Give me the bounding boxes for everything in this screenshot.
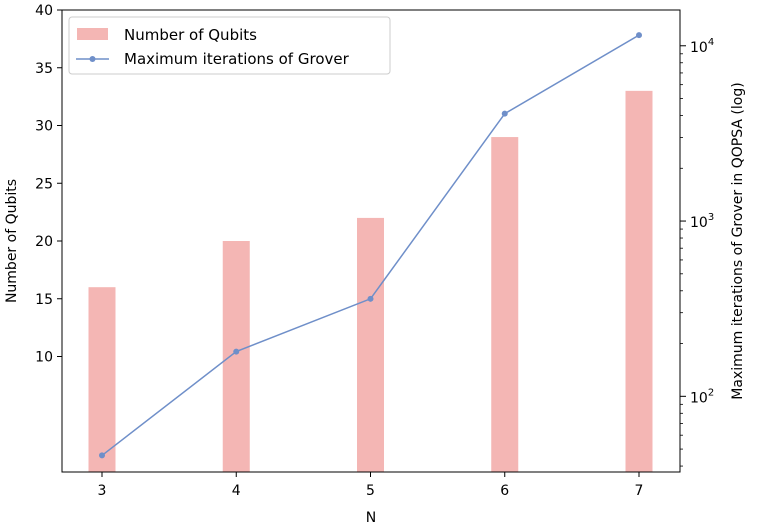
x-axis-label: N bbox=[366, 510, 376, 526]
x-tick-label: 5 bbox=[366, 483, 375, 499]
right-tick-base: 10 bbox=[690, 390, 708, 406]
left-tick-label: 40 bbox=[35, 3, 53, 19]
legend-label-line: Maximum iterations of Grover bbox=[124, 50, 350, 68]
x-tick-label: 7 bbox=[635, 483, 644, 499]
x-tick-label: 4 bbox=[232, 483, 241, 499]
right-tick-label: 104 bbox=[690, 37, 714, 56]
left-tick-label: 25 bbox=[35, 176, 53, 192]
right-tick-exponent: 4 bbox=[708, 37, 714, 48]
x-tick-label: 6 bbox=[500, 483, 509, 499]
bar bbox=[625, 90, 653, 472]
right-tick-base: 10 bbox=[690, 40, 708, 56]
left-axis-label: Number of Qubits bbox=[4, 179, 20, 303]
line-point bbox=[233, 348, 240, 355]
left-tick-label: 10 bbox=[35, 350, 53, 366]
legend-box bbox=[68, 16, 391, 75]
right-axis-label: Maximum iterations of Grover in QOPSA (l… bbox=[730, 82, 746, 399]
left-tick-label: 35 bbox=[35, 61, 53, 77]
bar bbox=[491, 137, 519, 473]
left-tick-label: 30 bbox=[35, 119, 53, 135]
left-tick-label: 20 bbox=[35, 234, 53, 250]
bar bbox=[222, 241, 250, 472]
line-point bbox=[99, 452, 105, 459]
legend-label-bars: Number of Qubits bbox=[124, 26, 257, 44]
right-tick-base: 10 bbox=[690, 215, 708, 231]
line-series bbox=[99, 32, 642, 459]
bar bbox=[88, 287, 116, 472]
legend-bar-swatch bbox=[77, 28, 108, 40]
line-point bbox=[636, 32, 642, 39]
left-tick-label: 15 bbox=[35, 292, 53, 308]
right-tick-exponent: 2 bbox=[708, 387, 714, 398]
line-point bbox=[501, 110, 508, 117]
right-tick-label: 103 bbox=[690, 212, 714, 231]
line-point bbox=[367, 295, 374, 302]
right-tick-exponent: 3 bbox=[708, 212, 714, 223]
bar-series bbox=[88, 90, 653, 473]
right-tick-label: 102 bbox=[690, 387, 714, 406]
legend-line-marker bbox=[89, 56, 96, 62]
x-tick-label: 3 bbox=[98, 483, 107, 499]
bar bbox=[357, 217, 384, 472]
legend: Number of Qubits Maximum iterations of Gr… bbox=[68, 16, 391, 75]
